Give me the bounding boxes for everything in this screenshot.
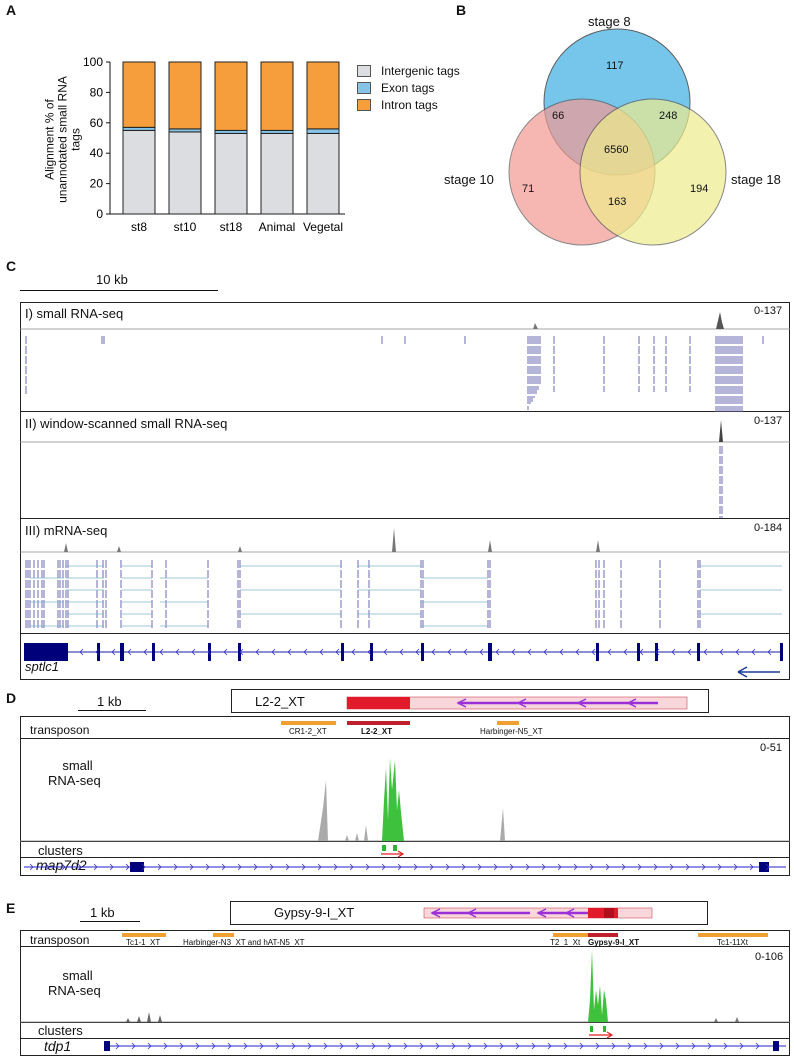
venn-count-8-10: 66 <box>552 110 565 122</box>
venn-count-only10: 71 <box>522 183 535 195</box>
browser-panel-d <box>20 716 790 876</box>
bar-segment <box>122 61 156 128</box>
track-label-small-d: small <box>62 758 93 773</box>
venn-circle-stage18 <box>579 98 727 246</box>
panel-label-a: A <box>6 2 17 18</box>
scale-bar-label-c: 10 kb <box>96 272 128 287</box>
te-label-t2: T2_1_Xt <box>550 938 581 947</box>
bar-segment <box>306 61 340 130</box>
bar-segment <box>214 61 248 131</box>
track-range-3: 0-184 <box>754 522 783 534</box>
panel-label-c: C <box>6 258 17 274</box>
venn-label-stage10: stage 10 <box>444 172 494 187</box>
browser-panel-c <box>20 302 790 680</box>
y-tick-label: 20 <box>90 177 104 191</box>
y-tick-label: 0 <box>96 207 103 221</box>
venn-label-stage18: stage 18 <box>731 172 781 187</box>
venn-label-stage8: stage 8 <box>588 14 631 29</box>
stacked-bar-chart: 0 20 40 60 80 100 st8 st10 st18 Animal Vegetal <box>83 55 345 234</box>
legend-label-exon: Exon tags <box>381 81 435 95</box>
venn-diagram <box>508 28 727 246</box>
element-box-d <box>231 689 709 713</box>
x-tick-label: st8 <box>131 220 147 234</box>
track-range-2: 0-137 <box>754 415 783 427</box>
venn-count-10-18: 163 <box>608 196 627 208</box>
x-tick-label: st18 <box>220 220 243 234</box>
panel-label-b: B <box>456 2 467 18</box>
track-divider <box>20 1022 790 1023</box>
venn-count-only8: 117 <box>606 60 624 72</box>
scale-bar-label-e: 1 kb <box>90 905 115 920</box>
y-tick-label: 100 <box>83 55 103 69</box>
te-label-gypsy: Gypsy-9-I_XT <box>588 938 640 947</box>
scale-bar-c <box>20 290 218 291</box>
te-label-l2: L2-2_XT <box>361 727 393 736</box>
track-label-rnaseq-e: RNA-seq <box>48 983 101 998</box>
panel-label-d: D <box>6 690 17 706</box>
venn-count-only18: 194 <box>690 183 709 195</box>
x-tick-label: st10 <box>174 220 197 234</box>
track-divider <box>20 518 790 519</box>
scale-bar-label-d: 1 kb <box>97 694 122 709</box>
track-divider <box>20 633 790 634</box>
track-label-transposon-d: transposon <box>30 723 90 737</box>
bar-segment <box>122 129 156 215</box>
legend-swatch-intergenic <box>357 65 371 77</box>
track-range-1: 0-137 <box>754 305 783 317</box>
legend-label-intergenic: Intergenic tags <box>381 64 460 78</box>
track-divider <box>20 946 790 947</box>
y-tick-label: 60 <box>90 116 104 130</box>
bar-segment <box>168 61 202 130</box>
te-label-tc1-11: Tc1-11Xt <box>717 938 748 947</box>
bar-segment <box>306 132 340 215</box>
track-label-clusters-e: clusters <box>38 1023 83 1038</box>
venn-count-all: 6560 <box>604 144 629 156</box>
legend-swatch-intron <box>357 99 371 111</box>
element-name-d: L2-2_XT <box>255 694 305 709</box>
bar-segment <box>168 131 202 215</box>
track-range-d: 0-51 <box>760 742 783 754</box>
panel-label-e: E <box>6 900 16 916</box>
x-tick-label: Vegetal <box>303 220 343 234</box>
track-title-small-rna: I) small RNA-seq <box>25 306 124 321</box>
track-divider <box>20 857 790 858</box>
te-label-harbinger: Harbinger-N5_XT <box>480 727 543 736</box>
legend-swatch-exon <box>357 82 371 94</box>
te-label-harbinger-hat: Harbinger-N3_XT and hAT-N5_XT <box>183 938 305 947</box>
track-range-e: 0-106 <box>755 951 784 963</box>
browser-panel-e <box>20 930 790 1056</box>
track-label-rnaseq-d: RNA-seq <box>48 773 101 788</box>
bar-segment <box>260 61 294 131</box>
te-label-cr1: CR1-2_XT <box>289 727 327 736</box>
track-divider <box>20 738 790 739</box>
scale-bar-e <box>80 921 140 922</box>
track-label-transposon-e: transposon <box>30 933 90 947</box>
track-label-clusters-d: clusters <box>38 843 83 858</box>
bar-segment <box>260 132 294 215</box>
legend-label-intron: Intron tags <box>381 98 438 112</box>
track-divider <box>20 411 790 412</box>
gene-name-tdp1: tdp1 <box>44 1038 72 1054</box>
te-label-tc1-1: Tc1-1_XT <box>126 938 161 947</box>
venn-count-8-18: 248 <box>659 110 678 122</box>
track-title-window-scanned: II) window-scanned small RNA-seq <box>25 416 228 431</box>
element-name-e: Gypsy-9-I_XT <box>274 905 355 920</box>
track-divider <box>20 1038 790 1039</box>
gene-name-sptlc1: sptlc1 <box>25 659 59 674</box>
track-title-mrna-seq: III) mRNA-seq <box>25 523 108 538</box>
track-divider <box>20 841 790 842</box>
element-box-e <box>230 901 708 925</box>
y-tick-label: 40 <box>90 146 104 160</box>
gene-name-map7d2: map7d2 <box>36 857 87 873</box>
x-tick-label: Animal <box>259 220 296 234</box>
y-tick-label: 80 <box>90 85 104 99</box>
scale-bar-d <box>78 710 146 711</box>
track-label-small-e: small <box>62 968 93 983</box>
